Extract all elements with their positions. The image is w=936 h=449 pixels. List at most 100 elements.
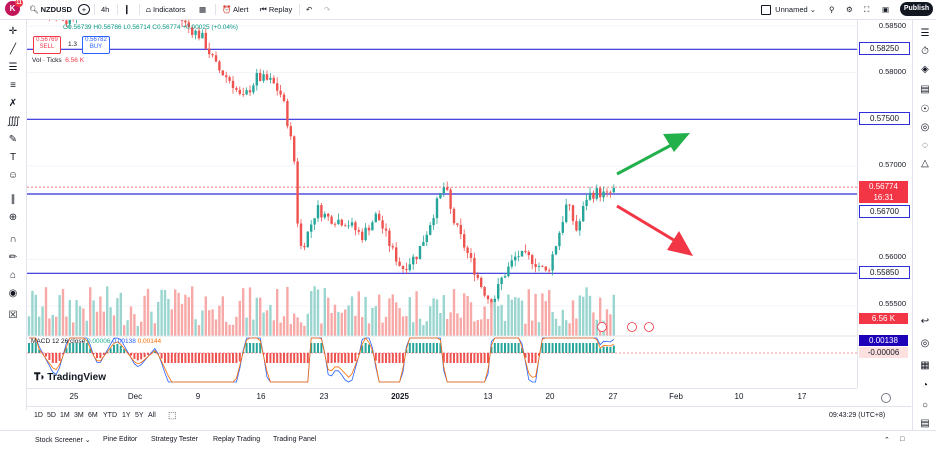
range-6m[interactable]: 6M <box>88 412 98 419</box>
macd-histogram-bar <box>283 353 285 363</box>
collapse-panel-icon[interactable]: ⌃ <box>884 436 890 444</box>
range-1y[interactable]: 1Y <box>122 412 131 419</box>
fullscreen-icon[interactable]: ⛶ <box>864 3 869 16</box>
time-tick: 20 <box>546 392 555 401</box>
horizontal-lines-icon[interactable]: ☰ <box>7 62 19 74</box>
fib-icon[interactable]: ≡ <box>7 80 19 92</box>
macd-histogram-bar <box>205 353 207 363</box>
volume-bar <box>528 289 530 336</box>
alerts-icon[interactable]: ⏱ <box>919 46 931 58</box>
trendline-icon[interactable]: ╱ <box>7 44 19 56</box>
candle-body <box>409 264 411 270</box>
axis-settings-icon[interactable] <box>881 393 891 403</box>
layers-icon[interactable]: ◈ <box>919 64 931 76</box>
quick-search-icon[interactable]: ⚲ <box>829 3 835 16</box>
macd-histogram-bar <box>303 353 305 363</box>
clock[interactable]: 09:43:29 (UTC+8) <box>829 412 885 419</box>
range-5y[interactable]: 5Y <box>135 412 144 419</box>
time-axis[interactable]: 25 Dec 9 16 23 2025 13 20 27 Feb 10 17 <box>27 388 857 405</box>
macd-histogram-bar <box>222 353 224 363</box>
dom-icon[interactable]: ↩ <box>919 316 931 328</box>
tab-stock-screener[interactable]: Stock Screener ⌄ <box>35 436 91 444</box>
tab-replay-trading[interactable]: Replay Trading <box>213 436 260 443</box>
candle-body <box>62 20 64 21</box>
volume-bar <box>453 289 455 336</box>
candle-body <box>245 90 247 94</box>
layout-menu[interactable]: Unnamed ⌄ <box>761 3 816 16</box>
brush-icon[interactable]: ✎ <box>7 134 19 146</box>
range-5d[interactable]: 5D <box>47 412 56 419</box>
tab-trading-panel[interactable]: Trading Panel <box>273 436 316 443</box>
range-3m[interactable]: 3M <box>74 412 84 419</box>
notes-icon[interactable]: ▤ <box>919 418 931 430</box>
lock-icon[interactable]: ⌂ <box>7 270 19 282</box>
replay-icon: ⏮ <box>260 5 267 14</box>
redo-icon[interactable]: ↷ <box>324 3 330 16</box>
range-1d[interactable]: 1D <box>34 412 43 419</box>
publish-button[interactable]: Publish <box>900 2 933 16</box>
target-icon[interactable]: ◎ <box>919 338 931 350</box>
crosshair-icon[interactable]: ✛ <box>7 26 19 38</box>
emoji-icon[interactable]: ☺ <box>7 170 19 182</box>
range-all[interactable]: All <box>148 412 156 419</box>
candle-body <box>395 247 397 261</box>
calendar-icon[interactable]: ▦ <box>919 360 931 372</box>
text-icon[interactable]: T <box>7 152 19 164</box>
projection-icon[interactable]: ⨌ <box>7 116 19 128</box>
macd-histogram-bar <box>290 353 292 363</box>
notifications-icon[interactable]: △ <box>919 158 931 170</box>
streams-icon[interactable]: ◌ <box>919 140 931 152</box>
tab-strategy-tester[interactable]: Strategy Tester <box>151 436 198 443</box>
range-ytd[interactable]: YTD <box>103 412 117 419</box>
help-icon[interactable]: ○ <box>919 400 931 412</box>
watchlist-icon[interactable]: ☰ <box>919 28 931 40</box>
volume-bar <box>103 312 105 336</box>
magnet-icon[interactable]: ∩ <box>7 234 19 246</box>
eye-icon[interactable]: ◉ <box>7 288 19 300</box>
candle-body <box>252 85 254 92</box>
trash-icon[interactable]: ☒ <box>7 310 19 322</box>
volume-bar <box>388 298 390 336</box>
chart-type-icon[interactable]: ❙ <box>123 3 131 16</box>
price-chart[interactable] <box>27 20 857 388</box>
add-symbol-icon[interactable]: + <box>78 4 90 15</box>
symbol-search[interactable]: 🔍︎ NZDUSD <box>29 3 72 16</box>
time-tick: 16 <box>257 392 266 401</box>
range-1m[interactable]: 1M <box>60 412 70 419</box>
chat-icon[interactable]: ☉ <box>919 104 931 116</box>
macd-histogram-bar <box>535 353 537 363</box>
timeframe-button[interactable]: 4h <box>101 3 109 16</box>
lock-drawings-icon[interactable]: ✏ <box>7 252 19 264</box>
volume-bar <box>218 306 220 336</box>
indicators-button[interactable]: ⩍ Indicators <box>146 3 186 16</box>
volume-bar <box>521 301 523 336</box>
alert-button[interactable]: ⏰ Alert <box>222 3 248 16</box>
candle-body <box>354 222 356 230</box>
macd-histogram-bar <box>429 343 431 353</box>
price-scale[interactable]: 0.58500 0.58000 0.57000 0.56000 0.55500 … <box>857 20 912 388</box>
camera-icon[interactable]: ▣ <box>882 3 889 16</box>
tab-pine-editor[interactable]: Pine Editor <box>103 436 137 443</box>
pie-icon[interactable]: ◔ <box>919 380 931 392</box>
ruler-icon[interactable]: ∥ <box>7 194 19 206</box>
templates-icon[interactable]: ▦ <box>199 3 206 16</box>
macd-histogram-bar <box>511 343 513 353</box>
volume-bar <box>456 313 458 336</box>
pattern-icon[interactable]: ✗ <box>7 98 19 110</box>
goto-date-icon[interactable]: ⬚ <box>168 410 177 421</box>
volume-bar <box>504 321 506 336</box>
hotlists-icon[interactable]: ▤ <box>919 84 931 96</box>
settings-icon[interactable]: ⚙ <box>846 3 853 16</box>
ideas-icon[interactable]: ◎ <box>919 122 931 134</box>
volume-bar <box>58 295 60 336</box>
replay-button[interactable]: ⏮ Replay <box>260 3 292 16</box>
maximize-panel-icon[interactable]: □ <box>900 436 904 443</box>
volume-bar <box>106 286 108 336</box>
candle-body <box>507 267 509 277</box>
bullish-arrow-shaft <box>617 142 677 174</box>
undo-icon[interactable]: ↶ <box>306 3 312 16</box>
zoom-icon[interactable]: ⊕ <box>7 212 19 224</box>
